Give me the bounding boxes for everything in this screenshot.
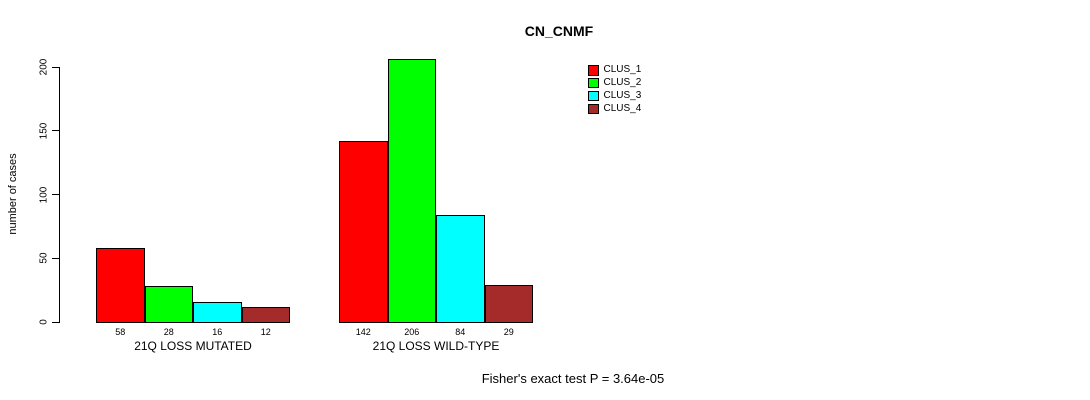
group-label: 21Q LOSS WILD-TYPE xyxy=(372,339,500,353)
bar-value-label: 142 xyxy=(355,327,371,337)
bar xyxy=(339,140,388,323)
bar xyxy=(387,59,436,323)
y-tick-label: 150 xyxy=(38,122,50,140)
y-axis-line xyxy=(59,67,60,323)
bar-value-label: 12 xyxy=(260,327,271,337)
bar-value-label: 206 xyxy=(404,327,420,337)
y-tick-label: 200 xyxy=(38,58,50,76)
bar-value-label: 84 xyxy=(455,327,466,337)
legend-label: CLUS_4 xyxy=(603,102,642,114)
y-tick xyxy=(52,257,59,259)
legend-swatch xyxy=(588,103,599,115)
y-tick xyxy=(52,130,59,132)
legend-label: CLUS_2 xyxy=(603,77,642,89)
bar-value-label: 16 xyxy=(212,327,223,337)
y-tick-label: 0 xyxy=(38,319,50,325)
fisher-test-annotation: Fisher's exact test P = 3.64e-05 xyxy=(481,371,665,386)
y-axis-title: number of cases xyxy=(7,153,19,235)
legend-item: CLUS_1 xyxy=(588,64,641,77)
legend-label: CLUS_3 xyxy=(603,89,642,101)
group-label: 21Q LOSS MUTATED xyxy=(134,339,252,353)
bar xyxy=(241,306,290,323)
legend-item: CLUS_4 xyxy=(588,102,641,115)
bar xyxy=(436,214,485,323)
y-tick xyxy=(52,321,59,323)
legend-item: CLUS_2 xyxy=(588,77,641,90)
legend: CLUS_1 CLUS_2 CLUS_3 CLUS_4 xyxy=(588,64,641,115)
chart-title: CN_CNMF xyxy=(524,23,594,39)
legend-swatch xyxy=(588,90,599,102)
bar-value-label: 58 xyxy=(115,327,126,337)
bar-value-label: 28 xyxy=(163,327,174,337)
bar xyxy=(193,301,242,323)
legend-label: CLUS_1 xyxy=(603,64,642,76)
y-tick-label: 50 xyxy=(38,252,50,264)
bar xyxy=(96,248,145,323)
y-tick-label: 100 xyxy=(38,186,50,203)
legend-swatch xyxy=(588,65,599,76)
bar xyxy=(144,286,193,323)
bar-value-label: 29 xyxy=(503,327,514,337)
y-tick xyxy=(52,194,59,195)
legend-item: CLUS_3 xyxy=(588,90,641,103)
legend-swatch xyxy=(588,77,599,89)
y-tick xyxy=(52,66,59,68)
bar xyxy=(484,285,533,323)
